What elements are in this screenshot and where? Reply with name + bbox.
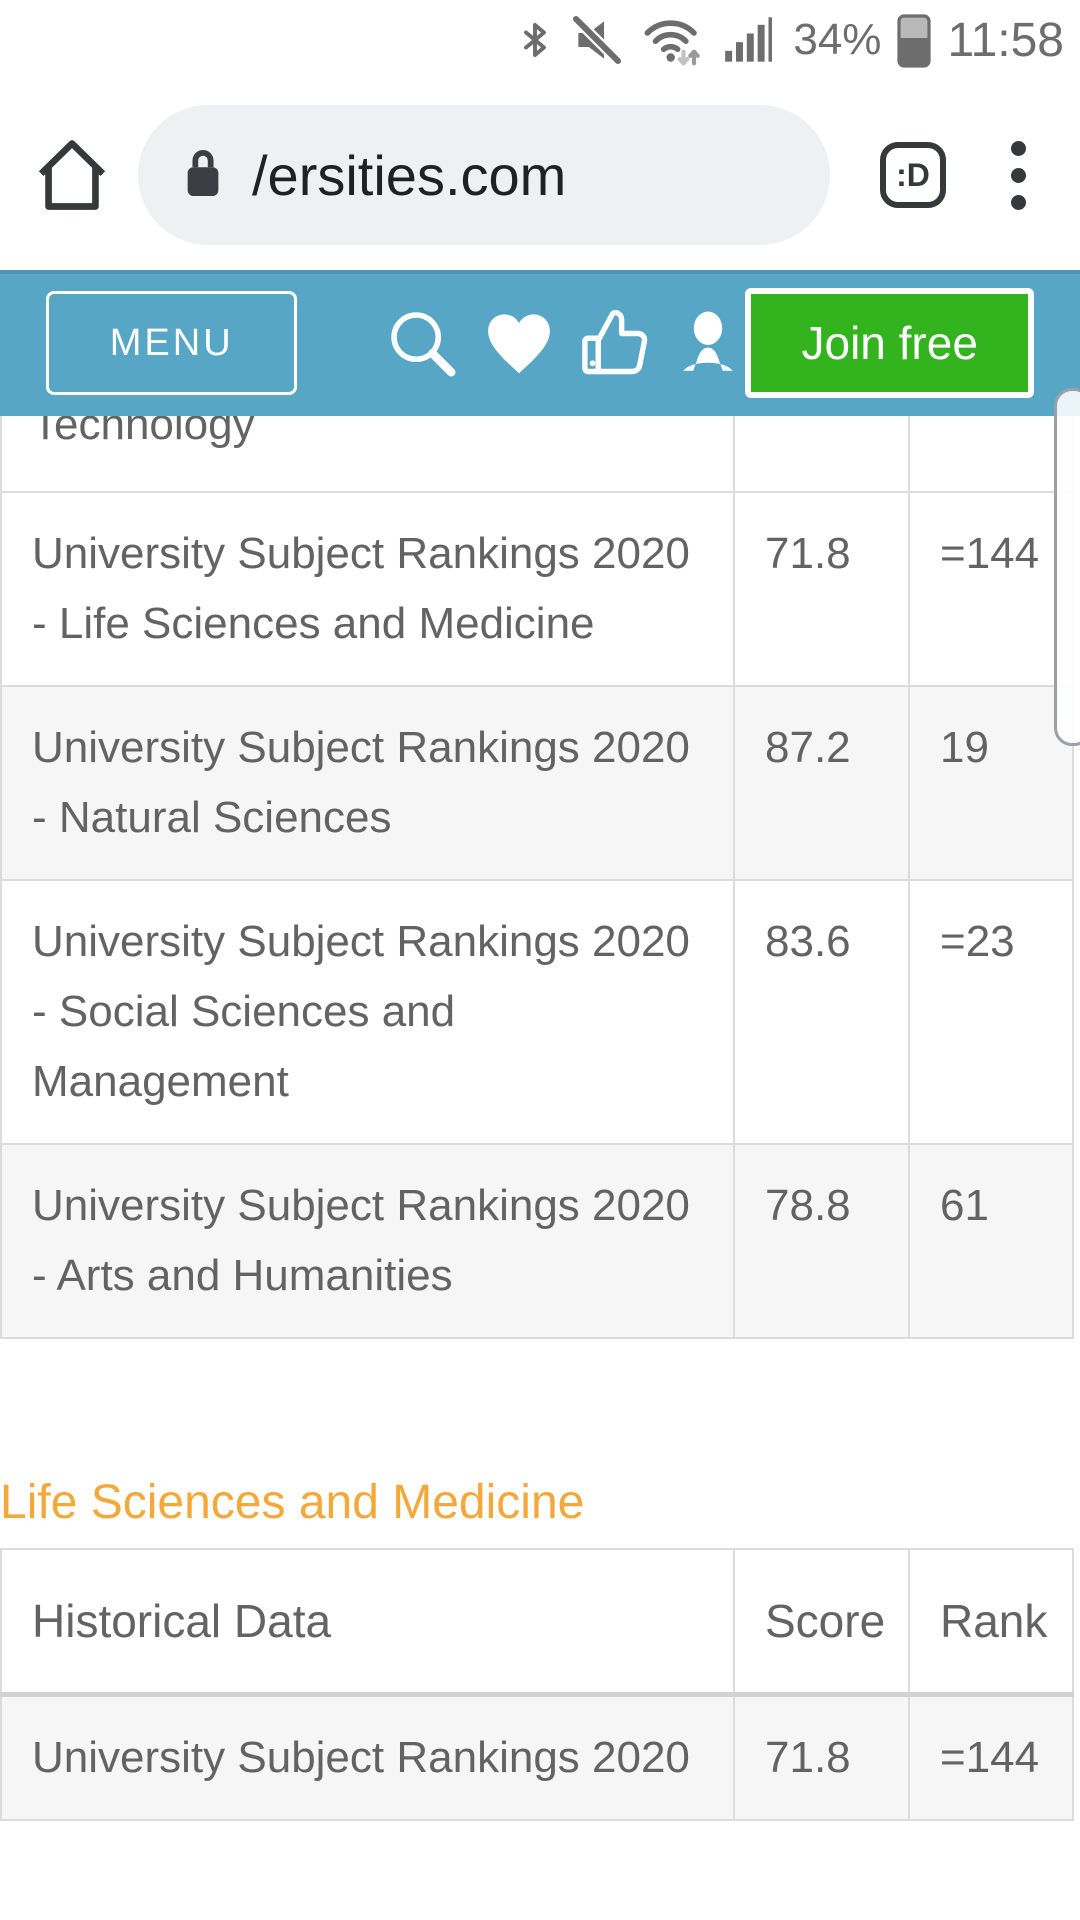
lock-icon [180,143,226,208]
header-historical-data: Historical Data [0,1548,735,1696]
browser-menu-icon[interactable] [998,140,1038,210]
row-label: University Subject Rankings 2020 - Natur… [0,685,735,881]
row-rank: 61 [908,1143,1074,1339]
row-score: 71.8 [733,1693,910,1821]
bluetooth-icon [517,14,553,66]
mute-icon [569,12,625,68]
wifi-icon [641,12,705,68]
signal-icon [721,14,777,66]
row-rank: =23 [908,879,1074,1145]
table-header-row: Historical Data Score Rank [0,1548,1074,1696]
url-text: /ersities.com [252,143,567,207]
table-row: University Subject Rankings 2020 - Life … [0,491,1074,687]
scrollbar-thumb[interactable] [1054,388,1080,746]
table-row: University Subject Rankings 2020 71.8 =1… [0,1693,1074,1821]
row-score: 71.8 [733,491,910,687]
home-icon[interactable] [24,133,120,217]
header-rank: Rank [908,1548,1074,1696]
favorites-heart-icon[interactable] [479,304,559,382]
thumbs-up-icon[interactable] [577,304,653,382]
table-row: University Subject Rankings 2020 - Arts … [0,1143,1074,1339]
tab-switcher-icon[interactable]: :D [880,142,946,208]
navbar-icons [383,304,745,382]
browser-toolbar: /ersities.com :D [0,80,1080,270]
page-content: Technology University Subject Rankings 2… [0,416,1080,1821]
row-rank: =144 [908,1693,1074,1821]
site-navbar: MENU Join free [0,270,1080,416]
table-row: University Subject Rankings 2020 - Socia… [0,879,1074,1145]
row-label: University Subject Rankings 2020 [0,1693,735,1821]
section-heading: Life Sciences and Medicine [0,1476,585,1529]
join-free-button[interactable]: Join free [745,288,1034,398]
row-score: 83.6 [733,879,910,1145]
menu-button[interactable]: MENU [46,291,298,395]
row-label: University Subject Rankings 2020 - Arts … [0,1143,735,1339]
header-score: Score [733,1548,910,1696]
status-bar: 34% 11:58 [0,0,1080,80]
search-icon[interactable] [383,304,461,382]
url-bar[interactable]: /ersities.com [138,105,830,245]
row-rank: 19 [908,685,1074,881]
row-rank: =144 [908,491,1074,687]
battery-percent: 34% [793,15,882,64]
row-score: 87.2 [733,685,910,881]
row-label: University Subject Rankings 2020 - Socia… [0,879,735,1145]
table-row: University Subject Rankings 2020 - Natur… [0,685,1074,881]
tab-count-badge: :D [896,156,930,193]
battery-icon [897,12,932,68]
clock: 11:58 [947,13,1064,67]
account-icon[interactable] [671,304,745,382]
subject-rankings-table: Technology University Subject Rankings 2… [0,416,1074,1339]
row-label: University Subject Rankings 2020 - Life … [0,491,735,687]
row-label: Technology [32,416,255,449]
historical-data-table: Historical Data Score Rank University Su… [0,1548,1074,1821]
table-row-partial: Technology [0,416,1074,493]
row-score: 78.8 [733,1143,910,1339]
